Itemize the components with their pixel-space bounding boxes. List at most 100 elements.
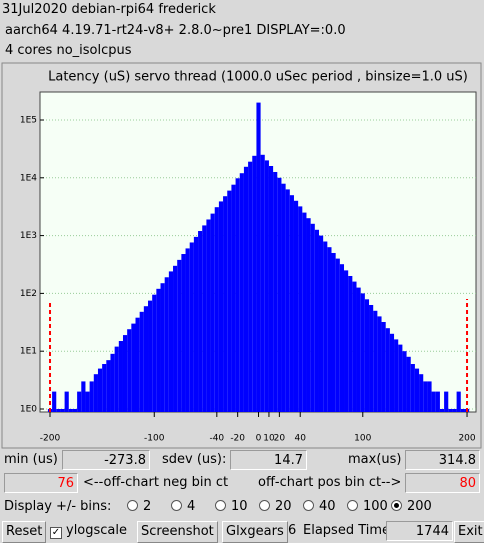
bar — [452, 408, 457, 412]
bar — [77, 391, 82, 412]
bar — [60, 408, 65, 412]
bar — [202, 225, 207, 412]
radio-button[interactable]: 40 — [303, 499, 336, 515]
bar — [406, 356, 411, 412]
bar — [122, 335, 128, 412]
bar — [218, 201, 224, 412]
radio-label: 20 — [275, 499, 292, 514]
checkbox-indicator: ✓ — [50, 527, 62, 539]
bar — [318, 235, 324, 412]
bar — [131, 323, 136, 412]
bar — [64, 391, 69, 412]
bar — [227, 190, 232, 412]
x-tick-label: 200 — [458, 434, 475, 444]
bar — [293, 200, 299, 412]
radio-indicator — [303, 500, 314, 511]
bar — [439, 408, 445, 412]
bar — [114, 346, 119, 412]
bar — [427, 381, 432, 412]
value-field: 1744 — [386, 521, 453, 541]
y-tick-label: 1E0 — [20, 404, 37, 414]
bar — [444, 391, 449, 412]
bar — [206, 219, 211, 412]
bar — [139, 311, 144, 412]
radio-label: 10 — [231, 499, 248, 514]
x-tick-label: -100 — [144, 434, 165, 444]
bar — [394, 339, 399, 412]
y-tick-label: 1E5 — [20, 115, 37, 125]
label: Display +/- bins: — [4, 499, 112, 514]
radio-indicator — [391, 500, 402, 511]
label: off-chart pos bin ct--> — [258, 475, 402, 490]
bar — [135, 317, 140, 412]
bar — [281, 183, 286, 412]
bar — [56, 408, 61, 412]
value-field: -273.8 — [62, 450, 150, 470]
bar — [160, 283, 165, 412]
bar — [193, 236, 199, 412]
checkbox[interactable]: ✓ ylogscale — [50, 522, 127, 540]
label: <--off-chart neg bin ct — [83, 475, 229, 490]
button[interactable]: Exit — [454, 521, 484, 543]
bar — [93, 374, 98, 412]
button[interactable]: Reset — [2, 521, 47, 543]
y-tick-label: 1E4 — [20, 173, 37, 183]
label: sdev (us): — [162, 452, 227, 467]
radio-button[interactable]: 200 — [391, 499, 432, 515]
bar — [97, 368, 103, 412]
radio-button[interactable]: 10 — [215, 499, 248, 515]
x-tick-label: 100 — [354, 434, 371, 444]
y-tick-label: 1E2 — [20, 289, 37, 299]
bar — [364, 299, 370, 412]
bar — [264, 160, 269, 412]
bar — [173, 265, 178, 412]
bar — [168, 271, 174, 412]
bar — [385, 328, 390, 412]
bar — [419, 374, 424, 412]
x-tick-label: 10 — [263, 434, 275, 444]
bar — [248, 161, 253, 412]
bar — [369, 304, 374, 412]
bar — [431, 391, 436, 412]
x-tick-label: 20 — [274, 434, 286, 444]
bar — [118, 341, 123, 412]
bar — [285, 189, 290, 412]
bar — [127, 329, 132, 412]
radio-indicator — [171, 500, 182, 511]
radio-button[interactable]: 100 — [347, 499, 388, 515]
chart: Latency (uS) servo thread (1000.0 uSec p… — [1, 62, 482, 449]
bar — [156, 288, 161, 412]
header-line: 4 cores no_isolcpus — [5, 43, 132, 58]
bar — [302, 212, 307, 412]
label: max(us) — [348, 452, 402, 467]
radio-indicator — [259, 500, 270, 511]
bar — [306, 218, 311, 412]
radio-indicator — [127, 500, 138, 511]
y-tick-label: 1E1 — [20, 347, 37, 357]
bar — [402, 351, 407, 412]
x-tick-label: -40 — [209, 434, 224, 444]
bar — [277, 177, 282, 412]
bar — [181, 254, 186, 412]
bar — [89, 381, 94, 412]
label: Elapsed Time: — [303, 523, 395, 538]
bar — [310, 223, 315, 412]
radio-indicator — [347, 500, 358, 511]
bar — [214, 207, 219, 412]
bar — [356, 287, 361, 412]
button[interactable]: Screenshot — [137, 521, 218, 543]
bar — [456, 391, 461, 412]
bar — [360, 293, 365, 412]
radio-button[interactable]: 2 — [127, 499, 151, 515]
bar — [414, 368, 420, 412]
bar — [381, 321, 386, 412]
bar — [177, 259, 182, 412]
bar — [373, 310, 378, 412]
bar — [339, 264, 345, 412]
bar — [85, 391, 90, 412]
bar — [106, 360, 111, 412]
radio-button[interactable]: 20 — [259, 499, 292, 515]
bar — [323, 241, 328, 412]
button[interactable]: Glxgears — [222, 521, 288, 543]
radio-button[interactable]: 4 — [171, 499, 195, 515]
